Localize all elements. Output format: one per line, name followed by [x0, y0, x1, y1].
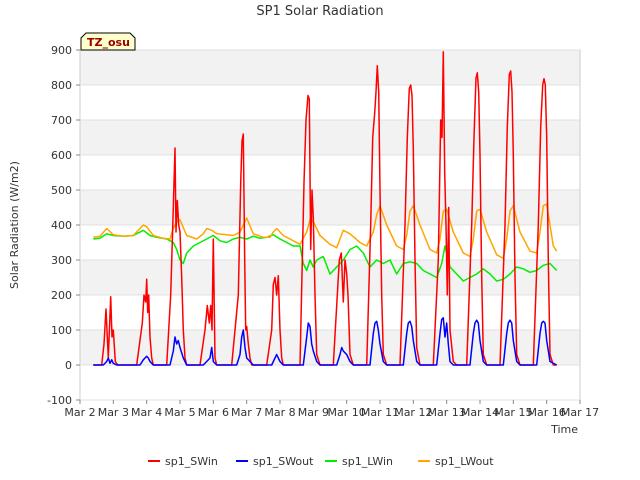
y-axis: -100 0 100 200 300 400 500 600 700 800 900 — [47, 44, 580, 407]
legend-label-sp1_LWout: sp1_LWout — [435, 455, 494, 468]
legend-label-sp1_LWin: sp1_LWin — [342, 455, 393, 468]
x-tick-label: Mar 12 — [394, 406, 432, 419]
legend-label-sp1_SWout: sp1_SWout — [253, 455, 314, 468]
legend: sp1_SWin sp1_SWout sp1_LWin sp1_LWout — [148, 455, 494, 468]
y-tick-label: 900 — [51, 44, 72, 57]
x-tick-label: Mar 15 — [494, 406, 532, 419]
y-tick-label: 800 — [51, 79, 72, 92]
x-axis-title: Time — [550, 423, 578, 436]
y-tick-label: 200 — [51, 289, 72, 302]
series-line-sp1_SWin — [93, 51, 557, 366]
x-axis: Mar 2 Mar 3 Mar 4 Mar 5 Mar 6 Mar 7 Mar 8 Mar 9… — [64, 400, 599, 419]
y-tick-label: 500 — [51, 184, 72, 197]
y-axis-title: Solar Radiation (W/m2) — [8, 161, 21, 289]
series-line-sp1_SWout — [93, 317, 558, 366]
x-tick-label: Mar 17 — [561, 406, 599, 419]
y-tick-label: 700 — [51, 114, 72, 127]
y-tick-label: 600 — [51, 149, 72, 162]
grid-band — [80, 50, 580, 85]
x-tick-label: Mar 14 — [461, 406, 499, 419]
grid-band — [80, 190, 580, 225]
grid-band — [80, 120, 580, 155]
y-tick-label: 100 — [51, 324, 72, 337]
y-tick-label: 400 — [51, 219, 72, 232]
y-tick-label: 300 — [51, 254, 72, 267]
x-tick-label: Mar 4 — [131, 406, 162, 419]
x-tick-label: Mar 3 — [98, 406, 129, 419]
x-tick-label: Mar 13 — [428, 406, 466, 419]
x-tick-label: Mar 10 — [328, 406, 366, 419]
x-tick-label: Mar 11 — [361, 406, 399, 419]
legend-label-sp1_SWin: sp1_SWin — [165, 455, 218, 468]
grid-band — [80, 260, 580, 295]
x-tick-label: Mar 5 — [164, 406, 195, 419]
tz-annotation-box — [80, 32, 136, 51]
y-tick-label: -100 — [47, 394, 72, 407]
tz-annotation-label: TZ_osu — [87, 36, 130, 49]
series-layer — [93, 51, 558, 366]
x-tick-label: Mar 2 — [64, 406, 95, 419]
series-line-sp1_LWout — [93, 203, 558, 260]
x-tick-label: Mar 6 — [198, 406, 229, 419]
x-tick-label: Mar 8 — [264, 406, 295, 419]
x-tick-label: Mar 7 — [231, 406, 262, 419]
chart-title: SP1 Solar Radiation — [256, 4, 383, 19]
tz-annotation: TZ_osu — [80, 32, 136, 51]
grid-band — [80, 330, 580, 365]
x-tick-label: Mar 16 — [528, 406, 566, 419]
x-tick-label: Mar 9 — [298, 406, 329, 419]
y-tick-label: 0 — [65, 359, 72, 372]
